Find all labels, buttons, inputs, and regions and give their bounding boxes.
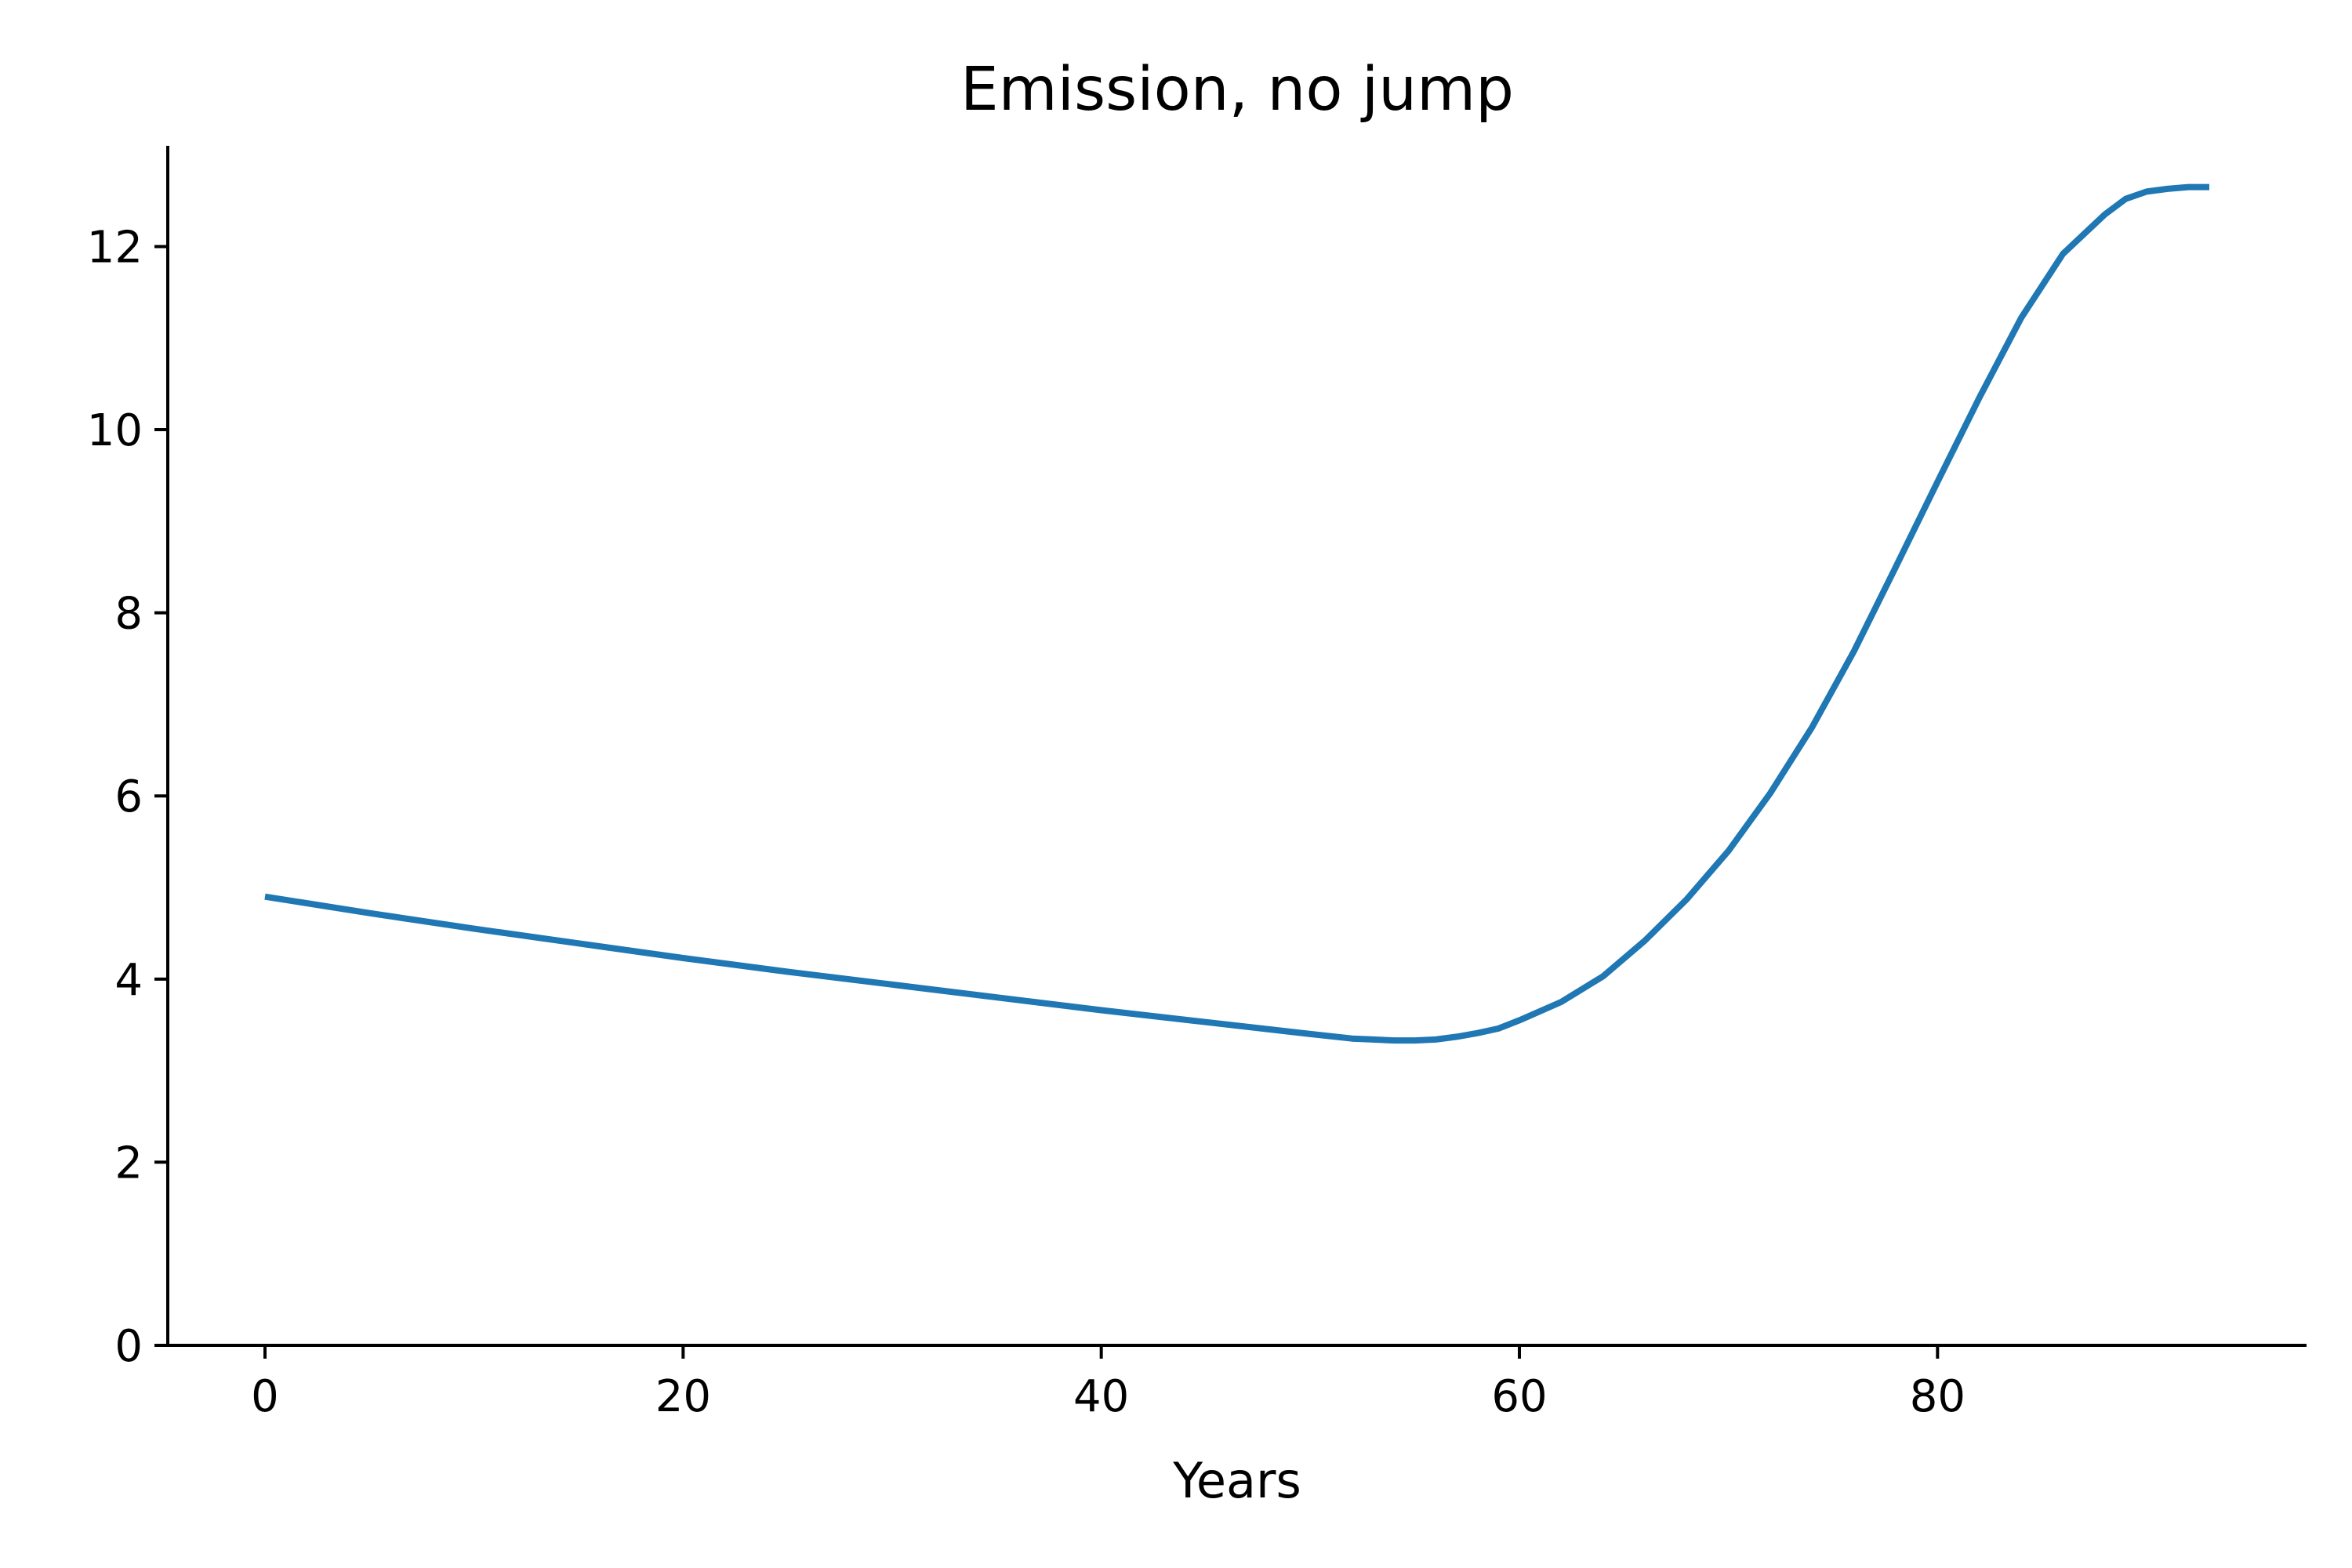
x-axis-ticks: 0 20 40 60 80 — [251, 1345, 1965, 1422]
y-tick-label: 8 — [114, 589, 143, 640]
y-tick-label: 12 — [87, 222, 143, 273]
y-tick-label: 2 — [114, 1138, 143, 1189]
x-tick-label: 0 — [251, 1371, 279, 1422]
plot-area — [166, 146, 2307, 1347]
y-axis-ticks: 0 2 4 6 8 10 12 — [87, 222, 168, 1372]
x-tick-label: 40 — [1073, 1371, 1129, 1422]
y-tick-label: 0 — [114, 1321, 143, 1372]
x-axis-label: Years — [1172, 1452, 1301, 1509]
emission-series-line — [264, 183, 2209, 1044]
x-tick-label: 80 — [1910, 1371, 1965, 1422]
y-tick-label: 10 — [87, 405, 143, 456]
chart-title: Emission, no jump — [960, 55, 1514, 125]
x-tick-label: 20 — [655, 1371, 711, 1422]
series-group — [264, 183, 2209, 1044]
x-tick-label: 60 — [1491, 1371, 1547, 1422]
y-tick-label: 6 — [114, 771, 143, 822]
y-tick-label: 4 — [114, 955, 143, 1006]
